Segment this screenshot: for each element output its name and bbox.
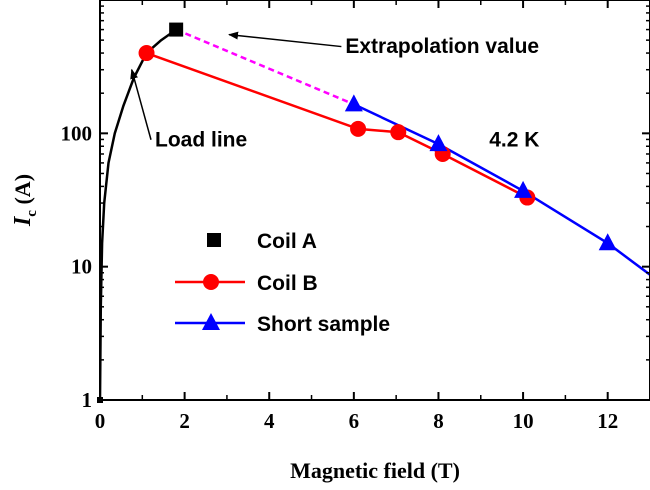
legend-item-coil-b: Coil B [175,272,318,295]
data-point-coil-a [169,22,184,37]
data-point-short-sample [344,94,363,112]
data-point-short-sample [429,134,448,152]
legend-item-coil-a: Coil A [207,230,317,253]
x-tick-label: 0 [95,409,106,433]
annotation-load-line: Load line [155,128,247,151]
annotation-arrow-load-line [130,68,152,140]
legend-item-short-sample: Short sample [175,313,390,336]
legend-label-coil-a: Coil A [257,230,317,253]
legend-label-coil-b: Coil B [257,272,318,295]
x-axis-title: Magnetic field (T) [290,458,460,483]
legend: Coil A Coil B Short sample [175,230,390,336]
annotation-layer: Extrapolation value Load line 4.2 K [130,31,539,151]
marker-layer [97,22,617,403]
legend-marker-coil-a [207,233,221,247]
x-tick-label: 4 [264,409,275,433]
annotation-arrow-extrapolation [228,31,342,48]
plot-area [100,28,650,400]
annotation-extrapolation: Extrapolation value [345,35,539,58]
annotation-temperature: 4.2 K [489,128,539,151]
legend-label-short-sample: Short sample [257,313,390,336]
data-point-coil-b [138,45,155,62]
load-line [100,28,177,400]
y-axis-title-unit: (A) [10,174,35,210]
x-tick-label: 8 [433,409,444,433]
y-axis-title-main: I [10,215,36,227]
plot-frame [99,0,650,401]
legend-marker-coil-b [203,274,219,290]
x-tick-label: 12 [597,409,618,433]
axis-layer: 0 2 4 6 8 10 12 1 10 100 [61,0,650,433]
extrapolation-line [175,28,355,106]
data-point-short-sample [514,180,533,198]
y-tick-label: 100 [61,121,93,145]
x-tick-label: 2 [179,409,190,433]
series-line-coil-b [146,51,528,199]
data-point-coil-b [350,120,367,137]
data-point-short-sample [598,233,617,251]
legend-marker-short-sample [202,313,220,330]
y-tick-label: 1 [82,388,93,412]
data-point-coil-b [390,124,407,141]
y-tick-label: 10 [71,255,92,279]
x-tick-label: 6 [349,409,360,433]
y-axis-title-sub: c [24,210,40,217]
y-axis-title: Ic (A) [10,174,40,227]
x-tick-label: 10 [513,409,534,433]
